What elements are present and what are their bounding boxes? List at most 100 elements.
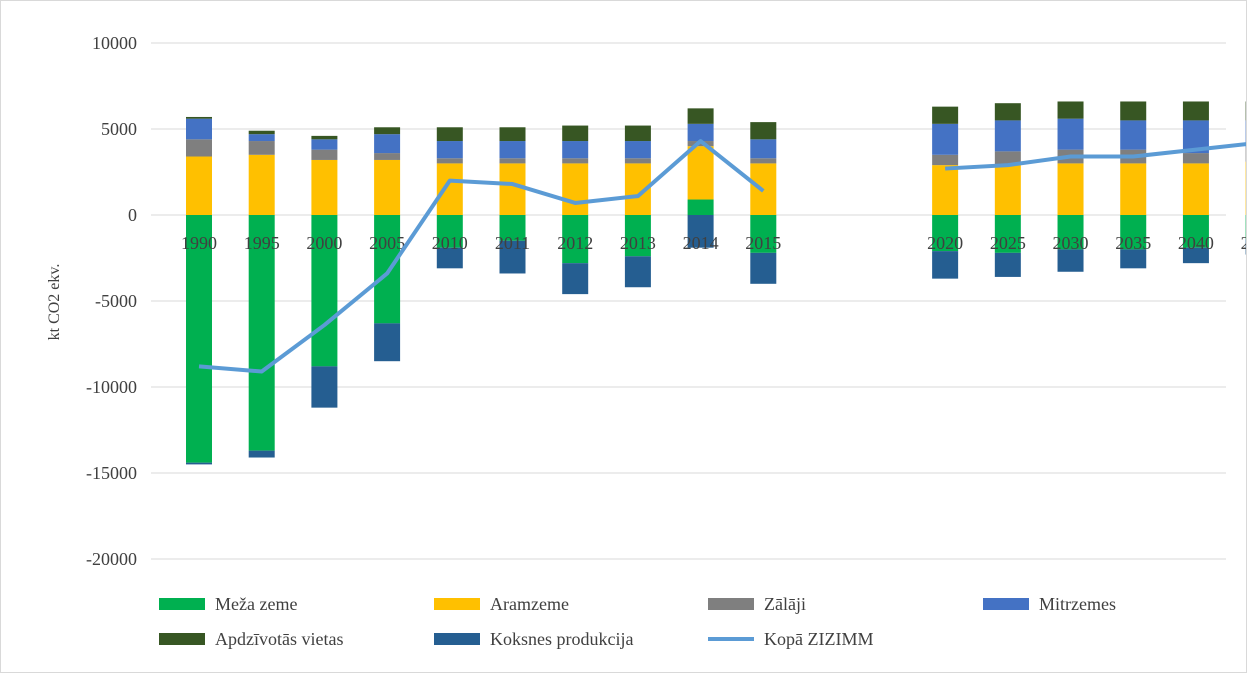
legend-label: Mitrzemes <box>1039 594 1116 614</box>
bar-mitrzemes-2013 <box>625 141 651 158</box>
x-tick-label: 2005 <box>369 233 405 253</box>
legend-swatch-z-l-ji <box>708 598 754 610</box>
bar-aramzeme-2030 <box>1058 163 1084 215</box>
bar-koksnes-produkcija-2005 <box>374 323 400 361</box>
bar-z-l-ji-2040 <box>1183 153 1209 163</box>
legend-swatch-aramzeme <box>434 598 480 610</box>
bar-z-l-ji-2000 <box>311 150 337 160</box>
bar-aramzeme-2000 <box>311 160 337 215</box>
x-tick-label: 2014 <box>683 233 719 253</box>
bar-koksnes-produkcija-1995 <box>249 451 275 458</box>
bar-apdz-vot-s-vietas-1995 <box>249 131 275 134</box>
x-tick-label: 2025 <box>990 233 1026 253</box>
bar-apdz-vot-s-vietas-2015 <box>750 122 776 139</box>
bar-aramzeme-2035 <box>1120 163 1146 215</box>
bar-apdz-vot-s-vietas-2010 <box>437 127 463 141</box>
legend-swatch-mitrzemes <box>983 598 1029 610</box>
bar-z-l-ji-2015 <box>750 158 776 163</box>
x-tick-label: 1990 <box>181 233 217 253</box>
bar-koksnes-produkcija-2000 <box>311 366 337 407</box>
bar-z-l-ji-2013 <box>625 158 651 163</box>
total-line-segment <box>199 141 763 371</box>
x-tick-label: 2015 <box>745 233 781 253</box>
bar-koksnes-produkcija-2012 <box>562 263 588 294</box>
x-tick-label: 2013 <box>620 233 656 253</box>
bar-apdz-vot-s-vietas-2000 <box>311 136 337 139</box>
y-tick-label: -10000 <box>86 377 137 397</box>
bar-mitrzemes-2015 <box>750 139 776 158</box>
legend-swatch-koksnes-produkcija <box>434 633 480 645</box>
bar-aramzeme-2005 <box>374 160 400 215</box>
bar-apdz-vot-s-vietas-2025 <box>995 103 1021 120</box>
bar-apdz-vot-s-vietas-2030 <box>1058 101 1084 118</box>
bar-mitrzemes-2014 <box>688 124 714 141</box>
x-tick-label: 1995 <box>244 233 280 253</box>
legend-swatch-apdz-vot-s-vietas <box>159 633 205 645</box>
legend-label: Zālāji <box>764 594 806 614</box>
y-axis-label: kt CO2 ekv. <box>46 264 63 341</box>
legend-label: Koksnes produkcija <box>490 629 633 649</box>
bar-mitrzemes-2025 <box>995 120 1021 151</box>
bar-aramzeme-2020 <box>932 165 958 215</box>
bar-z-l-ji-2020 <box>932 155 958 165</box>
y-tick-label: 5000 <box>101 119 137 139</box>
bar-mitrzemes-1990 <box>186 119 212 140</box>
legend-label: Apdzīvotās vietas <box>215 629 343 649</box>
bar-aramzeme-2012 <box>562 163 588 215</box>
bar-apdz-vot-s-vietas-2035 <box>1120 101 1146 120</box>
bar-apdz-vot-s-vietas-2040 <box>1183 101 1209 120</box>
bar-mitrzemes-2035 <box>1120 120 1146 149</box>
bar-apdz-vot-s-vietas-2005 <box>374 127 400 134</box>
bar-z-l-ji-2010 <box>437 158 463 163</box>
x-tick-label: 2030 <box>1053 233 1089 253</box>
bar-mitrzemes-2011 <box>500 141 526 158</box>
bar-z-l-ji-1990 <box>186 139 212 156</box>
bar-mitrzemes-1995 <box>249 134 275 141</box>
bar-mitrzemes-2005 <box>374 134 400 153</box>
y-tick-label: -5000 <box>95 291 137 311</box>
bar-aramzeme-2011 <box>500 163 526 215</box>
legend-swatch-me-a-zeme <box>159 598 205 610</box>
bar-apdz-vot-s-vietas-2014 <box>688 108 714 123</box>
x-tick-label: 2020 <box>927 233 963 253</box>
legend-label: Aramzeme <box>490 594 569 614</box>
bar-apdz-vot-s-vietas-2012 <box>562 126 588 141</box>
y-tick-label: 0 <box>128 205 137 225</box>
x-axis-tick-labels: 1990 1995 2000 2005 2010 2011 2012 2013 2014 2015… <box>181 233 1246 253</box>
bar-koksnes-produkcija-2013 <box>625 256 651 287</box>
bar-koksnes-produkcija-2015 <box>750 253 776 284</box>
bar-apdz-vot-s-vietas-2013 <box>625 126 651 141</box>
x-tick-label: 2012 <box>557 233 593 253</box>
x-tick-label: 2035 <box>1115 233 1151 253</box>
bar-koksnes-produkcija-2020 <box>932 251 958 279</box>
total-line <box>199 141 1246 371</box>
bar-apdz-vot-s-vietas-2011 <box>500 127 526 141</box>
bar-aramzeme-1995 <box>249 155 275 215</box>
y-tick-label: -15000 <box>86 463 137 483</box>
bar-mitrzemes-2010 <box>437 141 463 158</box>
x-tick-label: 2040 <box>1178 233 1214 253</box>
bar-apdz-vot-s-vietas-2020 <box>932 107 958 124</box>
bar-mitrzemes-2000 <box>311 139 337 149</box>
x-tick-label: 2000 <box>306 233 342 253</box>
x-tick-label: 2010 <box>432 233 468 253</box>
bar-z-l-ji-2011 <box>500 158 526 163</box>
bar-aramzeme-2025 <box>995 165 1021 215</box>
bar-koksnes-produkcija-2025 <box>995 253 1021 277</box>
bar-z-l-ji-1995 <box>249 141 275 155</box>
bar-mitrzemes-2030 <box>1058 119 1084 150</box>
bar-aramzeme-2014 <box>688 146 714 199</box>
bar-me-a-zeme-2014 <box>688 200 714 215</box>
x-tick-label: 2050 <box>1241 233 1246 253</box>
y-tick-label: 10000 <box>92 33 137 53</box>
bar-mitrzemes-2012 <box>562 141 588 158</box>
legend-label: Kopā ZIZIMM <box>764 629 873 649</box>
bar-z-l-ji-2005 <box>374 153 400 160</box>
x-tick-label: 2011 <box>495 233 530 253</box>
bar-z-l-ji-2012 <box>562 158 588 163</box>
bar-apdz-vot-s-vietas-1990 <box>186 117 212 119</box>
